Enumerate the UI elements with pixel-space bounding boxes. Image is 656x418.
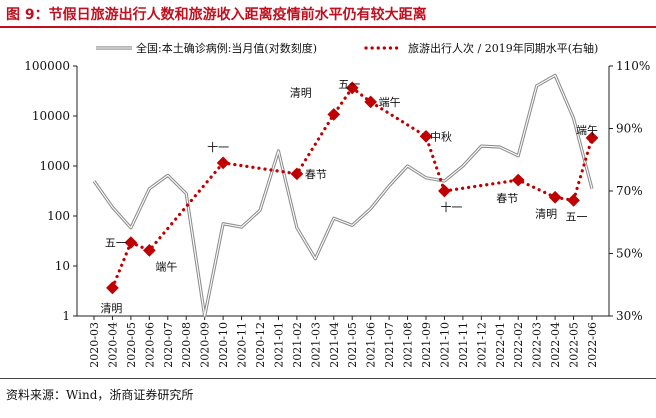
x-tick-label: 2021-11	[457, 322, 470, 368]
x-tick-label: 2020-04	[106, 322, 119, 368]
x-tick-label: 2020-05	[125, 322, 138, 368]
x-tick-label: 2021-02	[291, 322, 304, 368]
travel-point-label: 清明	[290, 86, 312, 99]
travel-point-marker	[142, 244, 156, 257]
travel-series-line	[110, 85, 594, 290]
travel-point-label: 端午	[379, 96, 401, 109]
travel-point-marker	[327, 108, 341, 121]
travel-point-marker	[106, 281, 119, 295]
x-tick-label: 2022-04	[549, 322, 562, 368]
x-tick-label: 2020-09	[199, 322, 212, 368]
travel-point-label: 十一	[207, 140, 229, 154]
travel-point-label: 端午	[576, 124, 598, 137]
x-tick-label: 2021-06	[365, 322, 378, 368]
x-tick-label: 2020-11	[236, 322, 249, 368]
travel-point-marker	[438, 184, 451, 198]
x-tick-label: 2021-01	[272, 322, 285, 368]
right-tick-label: 70%	[616, 184, 643, 198]
right-tick-label: 90%	[616, 122, 643, 136]
x-tick-label: 2021-03	[309, 322, 322, 368]
cases-series-line-core	[93, 74, 593, 317]
left-tick-label: 1	[62, 309, 70, 323]
travel-point-label: 五一	[105, 237, 127, 250]
x-tick-label: 2020-07	[162, 322, 175, 368]
travel-point-label: 中秋	[430, 129, 452, 143]
left-tick-label: 10	[55, 259, 70, 273]
travel-point-marker	[548, 190, 562, 204]
travel-point-marker	[290, 167, 304, 181]
travel-point-marker	[216, 156, 230, 170]
title-rule	[0, 26, 656, 28]
left-tick-label: 100000	[24, 59, 70, 73]
right-tick-label: 50%	[616, 247, 643, 261]
x-tick-label: 2022-05	[568, 322, 581, 368]
figure-title: 图 9：节假日旅游出行人数和旅游收入距离疫情前水平仍有较大距离	[6, 7, 427, 23]
x-tick-label: 2021-07	[383, 322, 396, 368]
x-tick-label: 2020-08	[180, 322, 193, 368]
right-tick-label: 110%	[616, 59, 650, 73]
x-tick-label: 2021-10	[438, 322, 451, 368]
x-tick-label: 2022-02	[512, 322, 525, 368]
left-tick-label: 100	[47, 209, 70, 223]
x-tick-label: 2021-05	[346, 322, 359, 368]
travel-point-label: 端午	[155, 260, 177, 273]
travel-point-marker	[419, 129, 433, 143]
dual-axis-line-chart: 1 10 100 1000 10000 100000 30% 50% 70% 90% 110% 202…	[24, 41, 650, 368]
x-tick-label: 2021-08	[402, 322, 415, 368]
travel-point-label: 十一	[440, 200, 462, 214]
travel-point-label: 五一	[338, 78, 360, 91]
travel-point-label: 五一	[566, 210, 588, 223]
source-rule	[0, 378, 656, 379]
x-tick-label: 2021-12	[475, 322, 488, 368]
x-tick-label: 2022-01	[494, 322, 507, 368]
travel-point-marker	[345, 81, 359, 95]
source-note: 资料来源：Wind，浙商证券研究所	[6, 388, 194, 402]
travel-point-marker	[567, 194, 580, 207]
x-tick-label: 2020-03	[88, 322, 101, 368]
legend-cases-label: 全国:本土确诊病例:当月值(对数刻度)	[136, 41, 317, 55]
x-tick-label: 2022-03	[531, 322, 544, 368]
x-tick-label: 2020-06	[143, 322, 156, 368]
travel-point-label: 清明	[100, 302, 122, 315]
right-tick-label: 30%	[616, 309, 643, 323]
x-tick-label: 2020-10	[217, 322, 230, 368]
travel-point-label: 清明	[535, 207, 557, 220]
travel-point-label: 春节	[305, 168, 327, 181]
left-tick-label: 1000	[39, 159, 70, 173]
x-tick-label: 2022-06	[586, 322, 599, 368]
x-tick-label: 2021-04	[328, 322, 341, 368]
x-tick-label: 2020-12	[254, 322, 267, 368]
travel-point-label: 春节	[496, 192, 518, 205]
left-tick-label: 10000	[32, 109, 70, 123]
travel-point-marker	[124, 236, 138, 249]
travel-point-marker	[364, 95, 378, 109]
x-tick-label: 2021-09	[420, 322, 433, 368]
legend-travel-label: 旅游出行人次 / 2019年同期水平(右轴)	[408, 41, 598, 55]
travel-point-marker	[511, 173, 525, 187]
